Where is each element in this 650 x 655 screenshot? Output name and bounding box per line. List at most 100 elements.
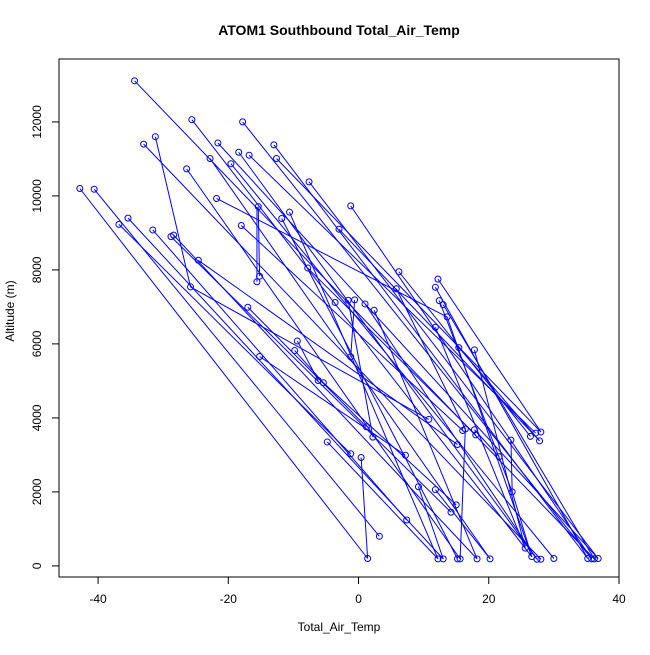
series-line-segment [143,143,542,560]
y-tick-label: 8000 [30,256,44,283]
series-line-segment [326,441,439,560]
data-point [151,133,159,141]
series-line-segment [198,259,458,445]
series-line-segment [152,229,408,521]
data-point [361,300,369,308]
data-point [439,555,447,563]
data-point [331,298,339,306]
data-point [395,268,403,276]
series-line-segment [134,80,595,560]
data-point [401,451,409,459]
series-line-segment [273,144,589,559]
data-point [253,278,261,286]
data-point [206,155,214,163]
data-point [472,431,480,439]
data-point [447,508,455,516]
data-point [455,344,463,352]
data-point [188,116,196,124]
data-point [375,532,383,540]
data-point [470,346,478,354]
data-point [256,352,264,360]
series-line-segment [308,181,599,559]
series-line-segment [434,287,589,559]
series-line-segment [434,327,526,549]
data-point [431,283,439,291]
series-line-segment [79,188,369,559]
data-point [347,450,355,458]
x-tick-label: -40 [89,592,107,606]
data-point [434,555,442,563]
data-point [588,555,596,563]
series-points [76,77,602,563]
data-point [187,283,195,291]
data-point [213,194,221,202]
data-point [532,429,540,437]
data-point [227,160,235,168]
data-point [362,423,370,431]
series-line-segment [473,349,526,549]
data-point [425,415,433,423]
series-line-segment [247,306,367,428]
series-line-segment [458,347,540,442]
data-point [470,426,478,434]
data-point [537,555,545,563]
series-line-segment [296,340,319,381]
series-line-segment [186,168,461,560]
y-tick-label: 12000 [30,105,44,139]
y-tick-label: 6000 [30,330,44,357]
data-point [278,214,286,222]
x-tick-label: -20 [220,592,238,606]
data-point [550,555,558,562]
x-tick-label: 20 [482,592,496,606]
data-point [235,148,243,156]
data-point [254,203,262,211]
data-point [594,555,602,562]
x-tick-label: 0 [355,592,362,606]
data-point [431,486,439,494]
plot-frame [58,58,620,578]
data-point [291,347,299,355]
data-point [293,337,301,345]
data-point [431,323,439,331]
series-line-segment [459,428,466,559]
series-line-segment [242,121,593,560]
data-point [508,488,516,496]
data-point [507,436,515,444]
data-point [90,185,98,193]
series-line-segment [350,205,593,560]
data-point [256,272,264,280]
data-point [272,155,280,163]
series-line-segment [437,278,542,433]
data-point [347,202,355,210]
data-point [414,483,422,491]
data-point [370,306,378,314]
data-point [305,178,313,186]
data-point [584,555,592,562]
data-point [245,151,253,159]
data-point [347,353,355,361]
data-point [167,233,175,241]
data-point [495,453,503,461]
data-point [115,220,123,228]
data-point [434,275,442,283]
data-point [533,555,541,563]
series-line-segment [118,224,352,455]
series-line-segment [154,136,192,288]
data-point [537,428,545,436]
data-point [131,77,139,85]
x-axis: -40 -20 0 20 40 [89,576,626,606]
data-point [459,426,467,434]
data-point [270,141,278,149]
data-point [454,441,462,449]
series-line-segment [240,225,464,431]
data-point [439,301,447,309]
y-tick-label: 2000 [30,478,44,505]
series-line-segment [360,457,369,559]
data-point [335,225,343,233]
chart-title: ATOM1 Southbound Total_Air_Temp [218,22,460,38]
data-point [351,296,359,304]
series-line-segment [170,236,452,513]
data-point [140,140,148,148]
